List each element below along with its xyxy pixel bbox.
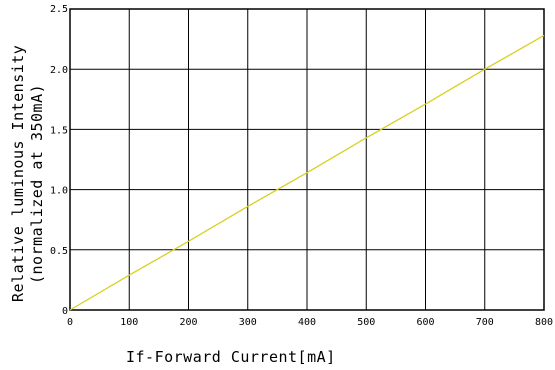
series-layer — [69, 34, 545, 311]
x-tick-label: 100 — [120, 317, 138, 328]
x-tick-labels: 0 100 200 300 400 500 600 700 800 — [67, 317, 553, 328]
x-tick-label: 800 — [535, 317, 553, 328]
y-tick-label: 0.5 — [50, 246, 68, 257]
x-tick-label: 200 — [179, 317, 197, 328]
y-tick-label: 2.5 — [50, 4, 68, 15]
x-axis-label: If-Forward Current[mA] — [126, 348, 336, 366]
x-tick-label: 400 — [298, 317, 316, 328]
y-tick-label: 1.5 — [50, 125, 68, 136]
x-tick-label: 300 — [239, 317, 257, 328]
y-axis-label-line2: (normalized at 350mA) — [28, 84, 46, 284]
y-tick-label: 0 — [62, 306, 68, 317]
grid — [69, 8, 545, 311]
series-line-0 — [69, 34, 545, 311]
y-tick-label: 1.0 — [50, 186, 68, 197]
x-tick-label: 600 — [416, 317, 434, 328]
x-tick-label: 500 — [357, 317, 375, 328]
y-axis-label-line1: Relative luminous Intensity — [9, 45, 27, 302]
plot-frame — [69, 8, 545, 311]
y-tick-labels: 0 0.5 1.0 1.5 2.0 2.5 — [50, 4, 68, 317]
x-tick-label: 700 — [476, 317, 494, 328]
x-tick-label: 0 — [67, 317, 73, 328]
y-tick-label: 2.0 — [50, 65, 68, 76]
plot-border — [69, 8, 545, 311]
